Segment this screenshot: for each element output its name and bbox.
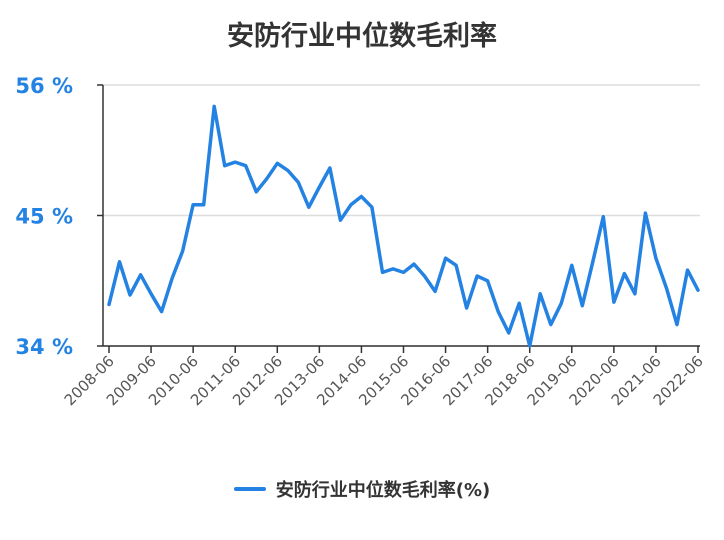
data-point[interactable] (558, 300, 564, 306)
data-point[interactable] (422, 273, 428, 279)
data-point[interactable] (138, 272, 144, 278)
data-point[interactable] (527, 343, 533, 349)
data-point[interactable] (148, 291, 154, 297)
data-point[interactable] (306, 204, 312, 210)
y-tick-label: 34 % (15, 335, 73, 359)
data-point[interactable] (621, 271, 627, 277)
data-point[interactable] (159, 309, 165, 315)
series-group (106, 103, 701, 349)
axes (97, 84, 700, 353)
data-point[interactable] (537, 291, 543, 297)
data-point[interactable] (253, 189, 259, 195)
legend-label: 安防行业中位数毛利率(%) (275, 480, 491, 501)
data-point[interactable] (590, 259, 596, 265)
data-point[interactable] (201, 202, 207, 208)
data-point[interactable] (211, 103, 217, 109)
data-point[interactable] (190, 202, 196, 208)
data-point[interactable] (232, 159, 238, 165)
data-point[interactable] (180, 248, 186, 254)
legend-swatch (233, 487, 266, 491)
legend[interactable]: 安防行业中位数毛利率(%) (0, 476, 724, 502)
data-point[interactable] (674, 322, 680, 328)
data-point[interactable] (274, 160, 280, 166)
y-tick-labels: 34 % 45 % 56 % (15, 74, 73, 359)
data-point[interactable] (401, 269, 407, 275)
grid-lines (103, 84, 700, 347)
data-point[interactable] (516, 300, 522, 306)
data-point[interactable] (632, 291, 638, 297)
data-point[interactable] (569, 262, 575, 268)
data-point[interactable] (369, 204, 375, 210)
data-point[interactable] (316, 184, 322, 190)
data-point[interactable] (327, 165, 333, 171)
data-point[interactable] (506, 330, 512, 336)
data-point[interactable] (453, 262, 459, 268)
data-point[interactable] (485, 278, 491, 284)
data-point[interactable] (264, 176, 270, 182)
data-point[interactable] (474, 273, 480, 279)
data-point[interactable] (432, 288, 438, 294)
data-point[interactable] (579, 303, 585, 309)
data-point[interactable] (106, 301, 112, 307)
data-point[interactable] (222, 163, 228, 169)
data-point[interactable] (348, 202, 354, 208)
data-point[interactable] (684, 267, 690, 273)
data-point[interactable] (548, 322, 554, 328)
data-point[interactable] (695, 287, 701, 293)
data-point[interactable] (337, 217, 343, 223)
data-point[interactable] (117, 259, 123, 265)
data-point[interactable] (642, 210, 648, 216)
data-point[interactable] (663, 285, 669, 291)
data-point[interactable] (464, 305, 470, 311)
data-point[interactable] (295, 179, 301, 185)
data-point[interactable] (411, 261, 417, 267)
y-tick-label: 56 % (15, 74, 73, 98)
data-point[interactable] (653, 255, 659, 261)
data-point[interactable] (600, 214, 606, 220)
data-point[interactable] (379, 269, 385, 275)
data-point[interactable] (390, 266, 396, 272)
data-point[interactable] (495, 309, 501, 315)
chart-title: 安防行业中位数毛利率 (227, 21, 497, 52)
data-point[interactable] (443, 255, 449, 261)
x-tick-labels: 2008-062009-062010-062011-062012-062013-… (61, 352, 707, 409)
series-line (107, 104, 700, 348)
data-point[interactable] (611, 299, 617, 305)
data-point[interactable] (169, 275, 175, 281)
data-point[interactable] (127, 292, 133, 298)
data-point[interactable] (285, 167, 291, 173)
data-point[interactable] (358, 194, 364, 200)
data-point[interactable] (243, 163, 249, 169)
y-tick-label: 45 % (15, 205, 73, 229)
